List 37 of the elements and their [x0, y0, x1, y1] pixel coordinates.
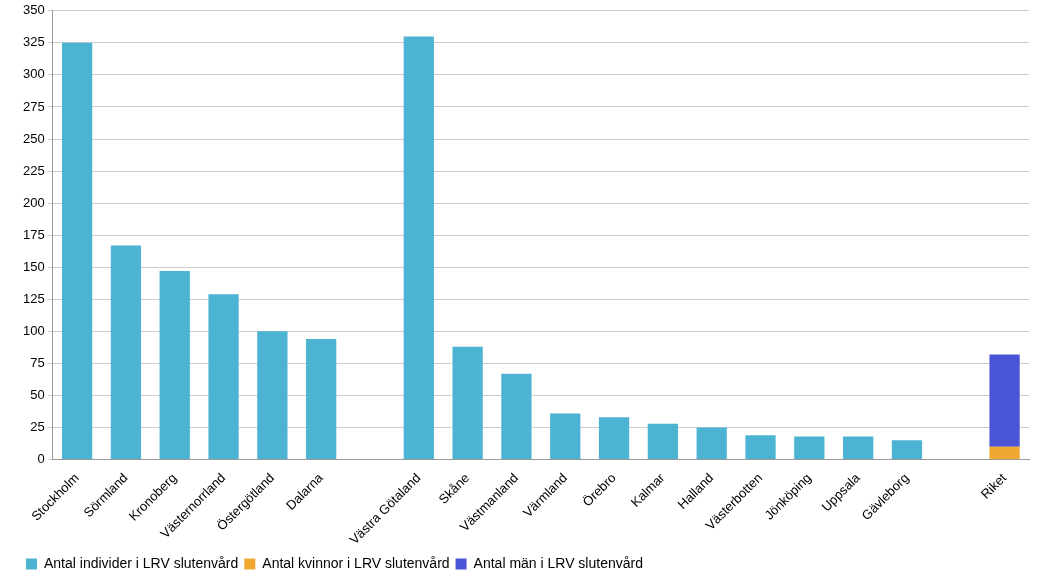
bar — [452, 346, 483, 460]
y-tick-label: 350 — [22, 2, 45, 18]
bar — [696, 427, 727, 460]
legend-label: Antal kvinnor i LRV slutenvård — [262, 554, 450, 571]
y-tick-label: 0 — [37, 451, 45, 467]
bar — [989, 354, 1020, 447]
legend-label: Antal individer i LRV slutenvård — [44, 554, 239, 571]
y-tick-label: 325 — [22, 34, 45, 50]
bar — [208, 294, 239, 460]
legend-label: Antal män i LRV slutenvård — [473, 554, 643, 571]
bar — [110, 245, 142, 460]
y-tick-label: 25 — [30, 419, 45, 435]
bar — [501, 373, 532, 460]
bar — [159, 271, 190, 460]
bar — [550, 413, 581, 460]
bar — [647, 423, 679, 460]
bar — [989, 446, 1020, 460]
y-tick-label: 75 — [30, 354, 45, 370]
bar — [794, 436, 825, 460]
y-tick-label: 225 — [22, 162, 45, 178]
bar — [257, 331, 288, 460]
bar — [843, 436, 874, 460]
y-tick-label: 250 — [22, 130, 45, 146]
y-tick-label: 200 — [22, 194, 45, 210]
y-tick-label: 300 — [22, 66, 45, 82]
y-tick-label: 125 — [22, 290, 45, 306]
y-tick-label: 175 — [22, 226, 45, 242]
y-tick-label: 50 — [30, 387, 45, 403]
y-tick-label: 150 — [22, 258, 45, 274]
bar — [891, 440, 923, 460]
y-tick-label: 275 — [22, 98, 45, 114]
bar — [61, 42, 93, 460]
bar — [745, 435, 776, 460]
y-tick-label: 100 — [22, 322, 45, 338]
bar — [598, 417, 630, 460]
bar — [403, 36, 434, 460]
bar — [306, 339, 337, 460]
